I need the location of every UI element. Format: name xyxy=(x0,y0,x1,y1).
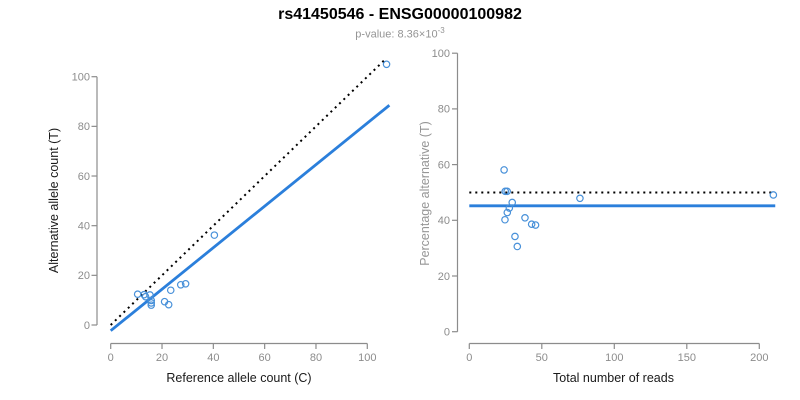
y-axis: 0 20 40 60 80 100 xyxy=(72,72,98,332)
y-tick-label: 60 xyxy=(78,171,90,183)
data-point xyxy=(521,213,529,222)
y-tick-label: 40 xyxy=(78,220,90,232)
data-point xyxy=(501,215,509,224)
data-point xyxy=(164,300,173,309)
data-point xyxy=(531,221,540,229)
x-axis: 0 20 40 60 80 100 xyxy=(108,342,376,364)
data-point xyxy=(503,208,512,217)
data-point xyxy=(505,204,514,212)
identity-line xyxy=(110,57,388,326)
y-axis: 0 20 40 60 80 100 xyxy=(432,48,459,339)
fit-line xyxy=(109,104,391,332)
x-axis-label: Reference allele count (C) xyxy=(166,371,311,385)
data-point xyxy=(141,292,150,301)
data-point xyxy=(147,301,156,309)
data-point xyxy=(527,220,536,228)
y-tick-label: 0 xyxy=(84,320,90,332)
y-tick-label: 40 xyxy=(438,215,450,227)
x-tick-label: 80 xyxy=(310,352,322,364)
data-point xyxy=(210,231,219,239)
data-point xyxy=(181,279,190,288)
x-tick-label: 50 xyxy=(536,352,548,364)
data-point xyxy=(146,291,154,299)
x-axis-label: Total number of reads xyxy=(553,371,674,385)
data-point xyxy=(769,191,778,199)
percentage-panel: 0 20 40 60 80 100 0 50 100 150 200 Total number of … xyxy=(418,48,778,385)
data-point xyxy=(166,286,175,295)
x-tick-label: 0 xyxy=(466,352,472,364)
data-point xyxy=(513,242,522,251)
y-tick-label: 60 xyxy=(438,159,450,171)
figure-subtitle: p-value: 8.36×10-3 xyxy=(0,26,800,41)
y-tick-label: 100 xyxy=(432,48,450,60)
y-axis-label: Percentage alternative (T) xyxy=(418,121,432,266)
data-point xyxy=(382,60,391,69)
x-tick-label: 40 xyxy=(207,352,219,364)
data-point xyxy=(176,280,185,289)
x-tick-label: 60 xyxy=(259,352,271,364)
data-point xyxy=(576,194,584,203)
data-point xyxy=(511,232,519,241)
x-tick-label: 20 xyxy=(156,352,168,364)
x-tick-label: 100 xyxy=(605,352,623,364)
y-tick-label: 100 xyxy=(72,72,90,84)
x-tick-label: 150 xyxy=(678,352,696,364)
x-tick-label: 100 xyxy=(358,352,376,364)
figure-title: rs41450546 - ENSG00000100982 xyxy=(278,6,522,23)
data-point xyxy=(147,299,156,307)
allele-counts-panel: 0 20 40 60 80 100 0 20 40 60 80 100 Reference allele… xyxy=(47,57,391,385)
data-point xyxy=(133,290,142,299)
x-axis: 0 50 100 150 200 xyxy=(466,342,768,364)
pvalue-exponent: -3 xyxy=(437,26,445,35)
x-tick-label: 0 xyxy=(108,352,114,364)
x-tick-label: 200 xyxy=(750,352,768,364)
data-points xyxy=(133,60,391,309)
y-tick-label: 20 xyxy=(78,270,90,282)
y-tick-label: 0 xyxy=(444,327,450,339)
y-tick-label: 80 xyxy=(78,121,90,133)
data-points xyxy=(500,166,778,251)
data-point xyxy=(503,187,511,196)
y-tick-label: 80 xyxy=(438,104,450,116)
y-tick-label: 20 xyxy=(438,271,450,283)
pvalue-text: p-value: 8.36×10 xyxy=(355,28,438,41)
data-point xyxy=(147,296,156,305)
data-point xyxy=(500,166,508,174)
y-axis-label: Alternative allele count (T) xyxy=(47,128,61,273)
